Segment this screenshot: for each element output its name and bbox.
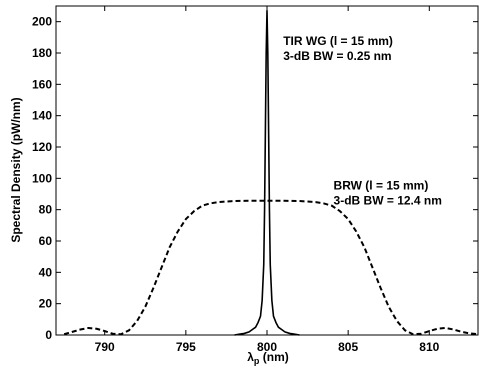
y-axis-label: Spectral Density (pW/nm) — [9, 97, 23, 242]
annotation-line: TIR WG (l = 15 mm) — [283, 34, 393, 48]
y-tick-label: 200 — [32, 15, 52, 29]
y-tick-label: 140 — [32, 109, 52, 123]
y-tick-label: 120 — [32, 140, 52, 154]
y-tick-label: 60 — [39, 234, 53, 248]
x-tick-label: 795 — [176, 340, 196, 354]
y-tick-label: 40 — [39, 265, 53, 279]
x-axis-label-subscript: p — [254, 356, 260, 366]
annotation-layer: TIR WG (l = 15 mm)3-dB BW = 0.25 nm BRW (… — [283, 34, 442, 207]
x-tick-label: 790 — [95, 340, 115, 354]
annotation-line: 3-dB BW = 12.4 nm — [334, 193, 442, 207]
y-tick-label: 0 — [45, 328, 52, 342]
x-tick-label: 800 — [257, 340, 277, 354]
y-tick-label: 180 — [32, 46, 52, 60]
x-tick-label: 810 — [419, 340, 439, 354]
y-tick-label: 20 — [39, 297, 53, 311]
x-axis-label: λp (nm) — [247, 350, 289, 366]
x-axis: 790 795 800 805 810 — [95, 6, 440, 354]
plot-area — [55, 5, 479, 336]
brw-spectrum-line — [63, 199, 479, 336]
x-axis-label-symbol: λ — [247, 350, 254, 364]
series-layer — [63, 9, 479, 336]
y-axis: 0 20 40 60 80 100 120 140 160 180 200 — [32, 15, 478, 342]
x-tick-label: 805 — [338, 340, 358, 354]
y-tick-label: 80 — [39, 203, 53, 217]
annotation-line: BRW (l = 15 mm) — [334, 178, 429, 192]
x-axis-label-unit: (nm) — [259, 350, 288, 364]
annotation-line: 3-dB BW = 0.25 nm — [283, 49, 391, 63]
y-tick-label: 100 — [32, 171, 52, 185]
tir-wg-spectrum-line — [234, 9, 300, 336]
y-tick-label: 160 — [32, 77, 52, 91]
